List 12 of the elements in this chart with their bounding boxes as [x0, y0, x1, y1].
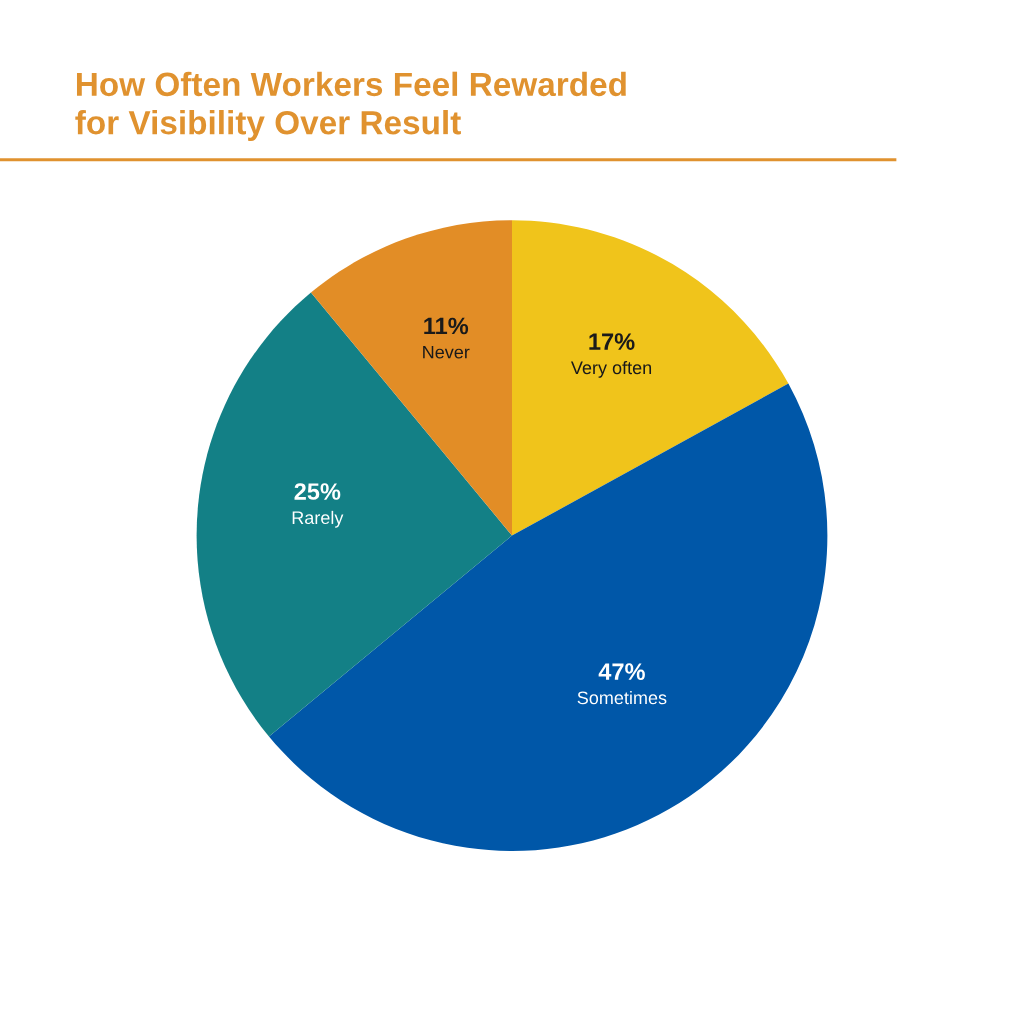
pie-slice [268, 383, 828, 851]
data-label: 17% [589, 333, 635, 350]
slice-label: Rarely [292, 510, 344, 528]
slice-label: Never [423, 345, 470, 359]
slice-label: Sometimes [577, 690, 667, 705]
chart-title: How Often Workers Feel Rewarded for Visibility Over Result [75, 71, 626, 142]
pie-slice [196, 292, 512, 737]
data-label: 47% [598, 663, 645, 680]
slice-label: Very often [570, 360, 652, 378]
data-label: 25% [294, 483, 341, 500]
data-label: 11% [424, 317, 469, 335]
pie-slice [512, 220, 789, 536]
